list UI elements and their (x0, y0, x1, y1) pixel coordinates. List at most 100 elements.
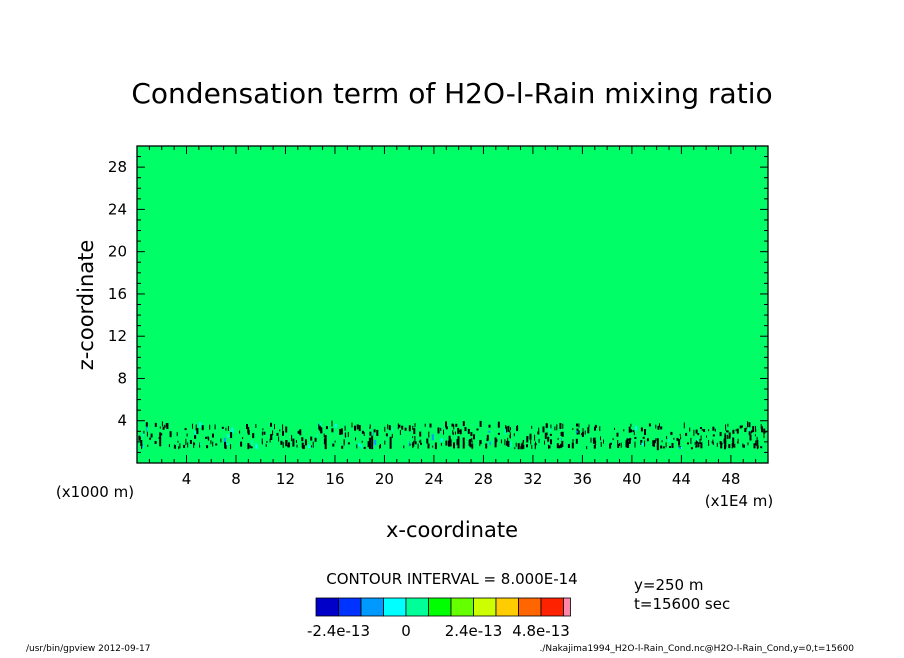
noise-mark (270, 422, 272, 427)
noise-mark (751, 430, 754, 433)
noise-mark (582, 428, 584, 433)
noise-mark (434, 445, 437, 450)
noise-mark (748, 422, 751, 428)
noise-mark (419, 431, 422, 437)
noise-mark (141, 446, 142, 450)
footer-left: /usr/bin/gpview 2012-09-17 (26, 644, 150, 654)
noise-mark (255, 424, 257, 428)
noise-mark (358, 443, 361, 447)
noise-mark (617, 443, 620, 448)
x-tick-label: 48 (721, 470, 740, 488)
noise-mark (314, 437, 317, 442)
y-slice-annotation: y=250 m (634, 576, 703, 594)
noise-mark (556, 424, 558, 431)
noise-mark (756, 436, 758, 440)
noise-mark (183, 444, 186, 448)
noise-mark (680, 446, 682, 449)
noise-spike (724, 434, 727, 448)
noise-mark (486, 434, 489, 440)
noise-mark (549, 427, 551, 432)
noise-mark (138, 435, 141, 441)
noise-mark (561, 440, 564, 447)
noise-mark (706, 435, 707, 438)
noise-mark (687, 442, 689, 445)
noise-mark (558, 445, 561, 449)
noise-mark (756, 445, 759, 449)
noise-mark (697, 442, 700, 448)
noise-mark (560, 443, 563, 448)
noise-mark (351, 422, 353, 428)
noise-mark (522, 440, 524, 446)
y-tick-label: 4 (117, 412, 127, 430)
noise-mark (655, 438, 657, 442)
noise-mark (581, 433, 583, 436)
noise-mark (754, 434, 756, 437)
x-tick-label: 4 (182, 470, 192, 488)
noise-mark (154, 422, 157, 427)
noise-mark (761, 426, 763, 433)
noise-mark (523, 440, 525, 443)
noise-mark (147, 444, 149, 447)
noise-mark (600, 436, 601, 441)
x-tick-label: 8 (231, 470, 241, 488)
noise-mark (226, 442, 229, 445)
noise-mark (735, 429, 737, 432)
noise-mark (526, 444, 528, 448)
noise-mark (504, 439, 506, 446)
noise-mark (276, 432, 279, 436)
noise-mark (644, 429, 646, 435)
noise-mark (166, 423, 169, 429)
noise-mark (641, 442, 644, 446)
noise-mark (432, 445, 434, 448)
noise-mark (507, 425, 510, 432)
noise-mark (517, 443, 520, 450)
noise-mark (630, 429, 633, 433)
noise-mark (520, 443, 522, 449)
noise-mark (479, 440, 481, 447)
noise-mark (384, 440, 386, 445)
noise-mark (205, 436, 207, 439)
noise-mark (634, 437, 637, 439)
noise-mark (429, 423, 432, 428)
noise-mark (736, 428, 739, 434)
noise-mark (655, 424, 657, 429)
noise-mark (199, 442, 201, 445)
noise-mark (505, 426, 508, 433)
noise-mark (726, 434, 728, 439)
noise-spike (389, 436, 392, 449)
noise-mark (506, 440, 509, 446)
noise-mark (561, 431, 564, 437)
noise-mark (476, 428, 479, 431)
noise-mark (685, 432, 688, 436)
noise-mark (401, 425, 404, 430)
noise-mark (455, 423, 458, 427)
noise-mark (548, 445, 551, 449)
colorbar: -2.4e-13 0 2.4e-13 4.8e-13 (307, 597, 571, 640)
colorbar-swatch (428, 597, 452, 617)
noise-mark (538, 438, 540, 443)
noise-mark (628, 438, 629, 441)
noise-mark (669, 446, 671, 448)
noise-mark (734, 443, 736, 448)
noise-mark (291, 435, 293, 441)
noise-mark (504, 428, 506, 435)
noise-mark (295, 440, 297, 443)
noise-mark (509, 432, 511, 439)
noise-mark (739, 425, 742, 429)
noise-mark (695, 429, 698, 434)
noise-mark (479, 420, 482, 427)
colorbar-swatch (405, 597, 429, 617)
noise-mark (633, 432, 635, 436)
noise-mark (312, 441, 314, 448)
noise-mark (689, 427, 691, 432)
noise-mark (514, 447, 516, 450)
noise-mark (301, 437, 304, 442)
noise-mark (507, 437, 509, 442)
noise-mark (654, 441, 655, 447)
noise-mark (505, 425, 507, 428)
noise-mark (150, 433, 153, 438)
noise-mark (251, 440, 253, 446)
noise-mark (210, 440, 212, 445)
noise-mark (599, 426, 601, 432)
noise-mark (469, 438, 472, 445)
